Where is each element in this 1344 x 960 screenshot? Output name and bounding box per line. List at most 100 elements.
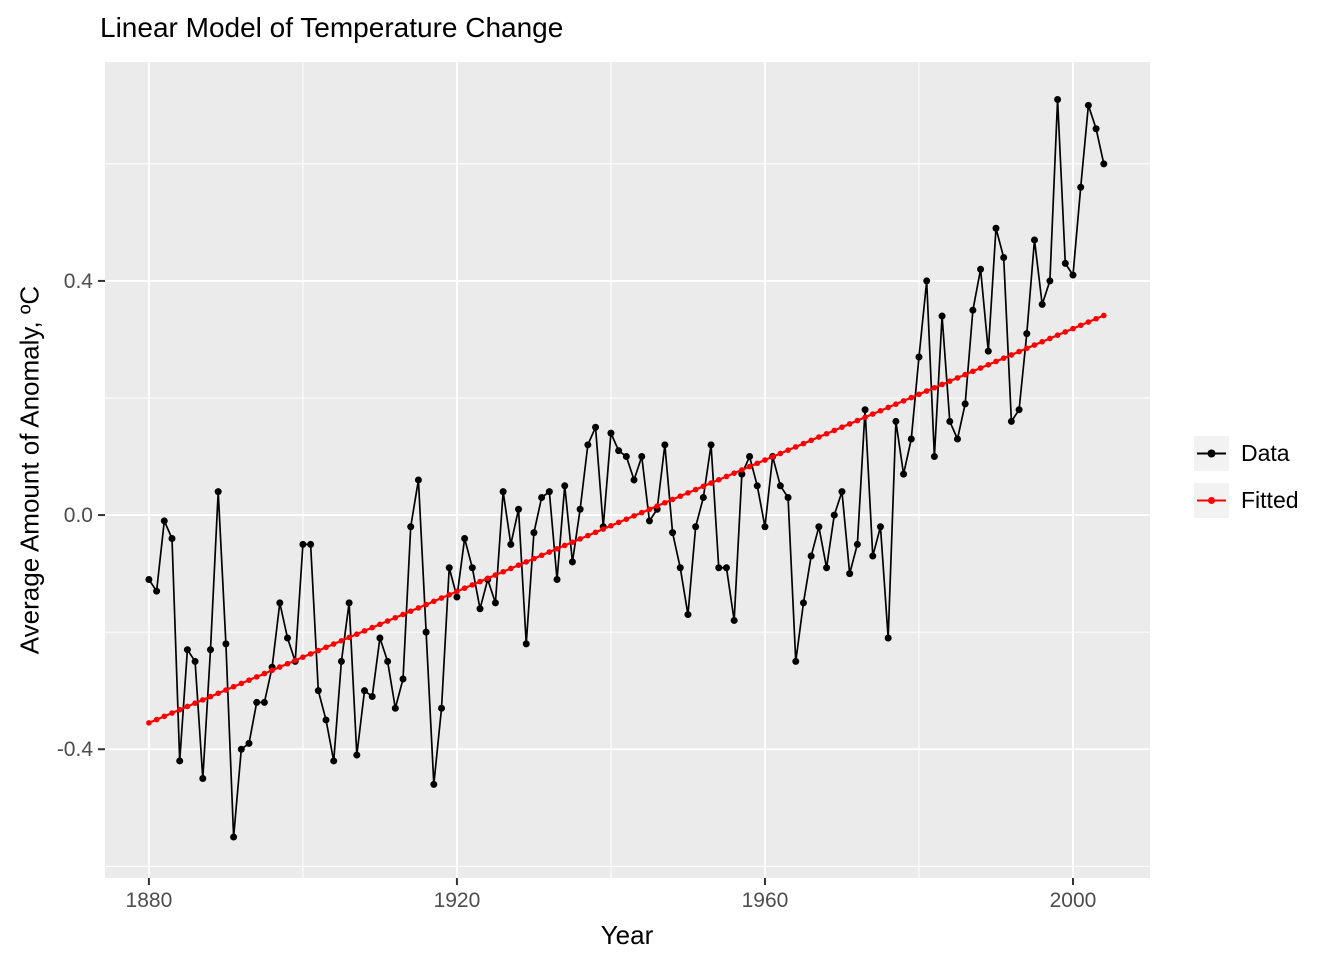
fitted-series-point (692, 486, 699, 493)
fitted-series-point (169, 710, 175, 716)
fitted-series-point (862, 414, 868, 421)
data-series-point (869, 552, 877, 560)
data-series-point (499, 488, 507, 496)
fitted-series-point (893, 401, 899, 407)
data-series-point (830, 511, 838, 519)
fitted-series-point (238, 680, 245, 687)
fitted-series-point (816, 434, 822, 440)
data-series-point (715, 564, 723, 572)
plot-panel (105, 62, 1150, 878)
fitted-series-point (739, 467, 745, 473)
data-series-point (846, 570, 854, 578)
fitted-series-point (300, 654, 306, 660)
fitted-series-point (1016, 348, 1022, 355)
y-tick-label: 0.0 (64, 504, 93, 527)
fitted-series-point (246, 677, 252, 683)
data-series-point (1007, 417, 1015, 425)
fitted-series-point (538, 552, 545, 559)
data-series-point (676, 564, 684, 572)
fitted-series-point (484, 575, 491, 582)
data-series-point (984, 347, 992, 355)
fitted-series-point (446, 591, 453, 598)
data-series-point (661, 441, 669, 449)
data-series-point (1038, 300, 1046, 308)
x-tick-label: 1920 (434, 889, 481, 912)
fitted-series-key-icon (1194, 483, 1229, 518)
fitted-series-point (454, 588, 460, 595)
chart-title: Linear Model of Temperature Change (100, 12, 564, 43)
data-series-point (330, 757, 338, 765)
fitted-series-point (1085, 319, 1092, 325)
data-series-point (730, 616, 738, 624)
fitted-series-point (569, 539, 576, 545)
fitted-series-point (700, 483, 707, 490)
fitted-series-point (769, 453, 776, 460)
fitted-series-point (1077, 322, 1084, 329)
data-series-point (592, 423, 600, 431)
data-series-point (176, 757, 184, 765)
data-series-point (337, 657, 345, 665)
data-series-point (314, 687, 322, 695)
data-series-point (684, 611, 692, 619)
fitted-series-point (477, 578, 483, 585)
data-series-point (1023, 330, 1031, 338)
fitted-series-point (323, 644, 329, 651)
data-series-point (237, 745, 245, 753)
fitted-series-point (600, 526, 607, 532)
fitted-series-point (962, 371, 968, 378)
fitted-series-point (800, 440, 807, 447)
fitted-series-point (500, 568, 506, 575)
data-series-point (746, 453, 754, 461)
data-series-point (345, 599, 353, 607)
data-series-point (160, 517, 168, 525)
fitted-series-point (338, 637, 345, 644)
data-series-point (645, 517, 653, 525)
data-series-point (884, 634, 892, 642)
data-series-point (445, 564, 453, 572)
fitted-series-point (970, 368, 976, 375)
fitted-series-point (153, 716, 160, 723)
fitted-series-point (1054, 332, 1061, 338)
y-tick-label: -0.4 (57, 738, 94, 761)
fitted-series-point (669, 496, 676, 503)
fitted-series-point (785, 447, 791, 453)
fitted-series-point (184, 703, 191, 710)
fitted-series-point (592, 529, 599, 536)
data-series-point (453, 593, 461, 601)
fitted-series-point (731, 470, 737, 476)
data-series-point (961, 400, 969, 408)
fitted-series-point (685, 490, 691, 496)
fitted-series-point (923, 388, 930, 394)
fitted-series-point (677, 493, 684, 499)
x-tick-label: 1880 (126, 889, 173, 912)
fitted-series-point (277, 664, 283, 670)
fitted-series-point (1008, 352, 1015, 358)
fitted-series-point (284, 660, 291, 667)
data-series-point (553, 575, 561, 583)
data-series-point (1077, 183, 1085, 191)
data-series-point (376, 634, 384, 642)
fitted-series-point (1047, 335, 1053, 342)
fitted-series-point (646, 506, 653, 513)
data-series-point (1054, 95, 1062, 103)
data-series-point (1046, 277, 1054, 285)
data-series-point (722, 564, 730, 572)
data-series-point (561, 482, 569, 490)
data-series-point (1092, 125, 1100, 133)
data-series-point (799, 599, 807, 607)
data-series-point (1061, 259, 1069, 267)
data-series-point (507, 540, 515, 548)
fitted-series-point (638, 509, 645, 516)
legend-item-data: Data (1194, 436, 1299, 471)
fitted-series-point (585, 532, 591, 539)
fitted-series-point (1093, 315, 1099, 322)
fitted-series-point (161, 713, 168, 720)
data-series-point (1015, 406, 1023, 414)
fitted-series-point (292, 657, 299, 664)
fitted-series-point (854, 417, 861, 424)
fitted-series-point (207, 693, 214, 700)
fitted-series-point (877, 407, 884, 414)
fitted-series-point (654, 503, 660, 509)
fitted-series-point (253, 674, 260, 680)
